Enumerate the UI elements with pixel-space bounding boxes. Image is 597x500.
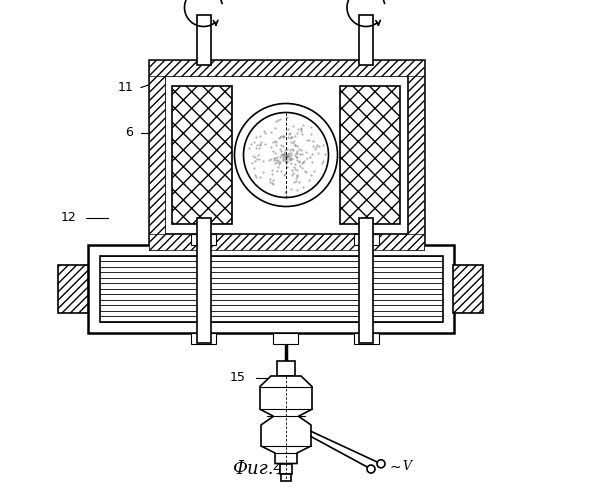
Circle shape bbox=[244, 112, 328, 198]
Text: Фиг.4: Фиг.4 bbox=[232, 460, 285, 477]
Bar bbox=[59, 264, 88, 313]
Bar bbox=[353, 332, 378, 344]
Text: 6: 6 bbox=[125, 126, 134, 139]
Bar bbox=[277, 361, 295, 376]
Text: 12: 12 bbox=[60, 211, 76, 224]
Bar bbox=[280, 464, 293, 473]
Bar bbox=[359, 15, 373, 65]
Bar bbox=[149, 60, 423, 76]
Bar bbox=[172, 86, 232, 224]
Bar bbox=[196, 218, 211, 342]
Bar bbox=[191, 332, 216, 344]
Bar bbox=[165, 76, 408, 234]
Bar bbox=[88, 245, 454, 332]
Text: $\sim$: $\sim$ bbox=[387, 460, 402, 473]
Bar bbox=[149, 60, 165, 250]
Circle shape bbox=[377, 460, 385, 468]
Bar bbox=[281, 474, 291, 481]
Circle shape bbox=[235, 104, 337, 206]
Bar bbox=[149, 60, 423, 250]
Polygon shape bbox=[260, 376, 312, 464]
Bar bbox=[273, 332, 298, 344]
Bar bbox=[353, 234, 378, 245]
Bar bbox=[196, 15, 211, 65]
Bar bbox=[408, 60, 423, 250]
Bar bbox=[191, 234, 216, 245]
Bar bbox=[359, 218, 373, 342]
Bar bbox=[340, 86, 400, 224]
Bar bbox=[149, 234, 423, 250]
Bar bbox=[100, 256, 442, 322]
Text: 11: 11 bbox=[118, 81, 134, 94]
Text: V: V bbox=[402, 460, 411, 473]
Text: 15: 15 bbox=[230, 371, 246, 384]
Circle shape bbox=[367, 465, 375, 473]
Bar bbox=[454, 264, 484, 313]
